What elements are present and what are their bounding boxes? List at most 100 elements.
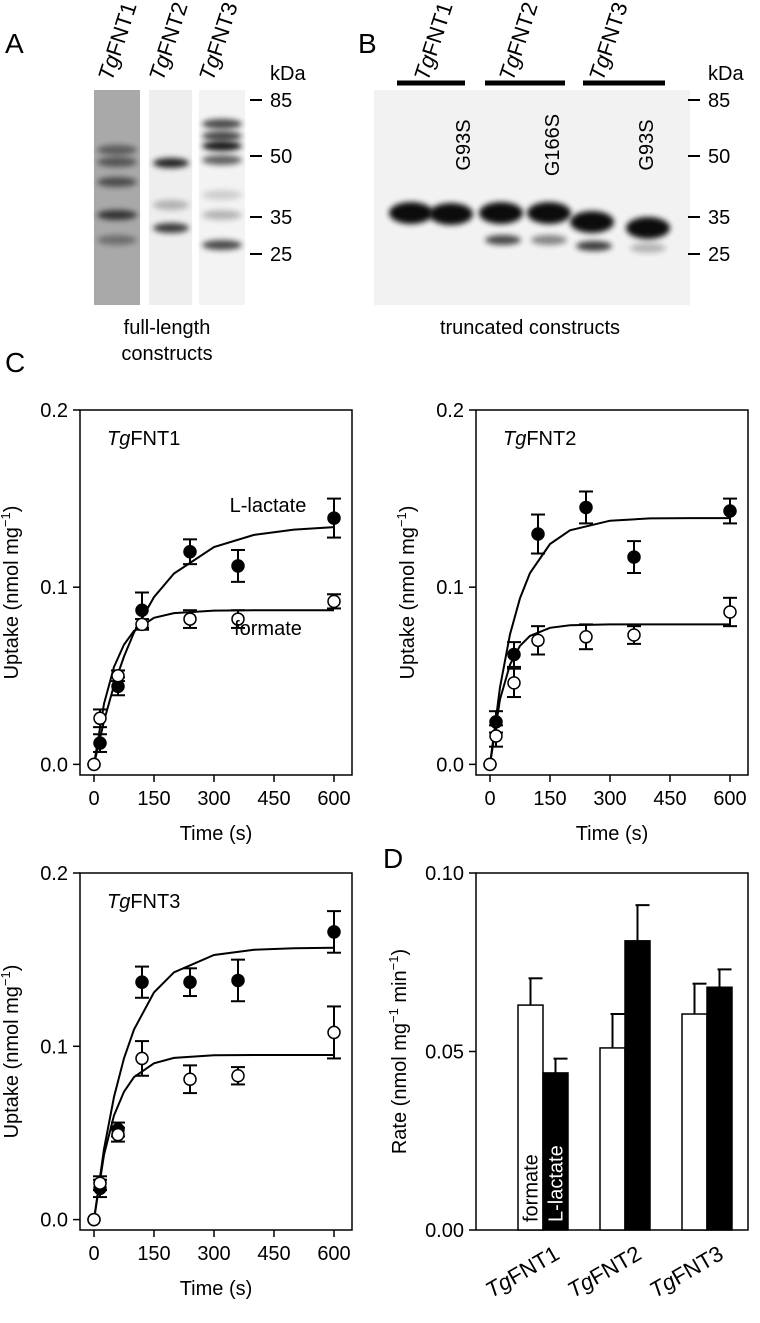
blot-band [479,202,523,224]
blot-band [202,190,242,200]
y-axis-label-sup: −1 [386,1008,401,1023]
data-point [183,544,197,559]
data-point [231,612,245,626]
panel-label: C [5,347,25,378]
data-point [93,736,107,750]
x-tick-label: 300 [197,788,230,810]
lane-label-text: FNT3 [592,0,633,59]
fit-line [93,946,335,1220]
blot-band [153,158,189,168]
y-tick-label: 0.1 [40,1036,68,1058]
fit-line [489,517,730,765]
blot-band [527,202,571,224]
marker-label: 85 [270,90,292,112]
x-tick-label: 600 [317,1243,350,1265]
y-axis-label-part: Uptake (nmol mg [1,986,23,1138]
y-tick-label: 0.0 [40,1210,68,1232]
marker-label: 85 [708,90,730,112]
series-annotation: formate [234,618,302,640]
data-point [723,605,737,619]
data-point [111,669,125,683]
lane-label: TgFNT1 [93,0,142,84]
marker-label: 25 [708,244,730,266]
unit-label: kDa [708,63,744,85]
caption: constructs [121,343,212,365]
blot-band [202,131,242,141]
data-point [489,729,503,743]
lane-label-text: FNT2 [152,0,193,59]
y-tick-label: 0.2 [40,400,68,422]
blot-band [630,243,666,253]
y-tick-label: 0.2 [40,863,68,885]
lane-label-text: FNT3 [202,0,243,59]
blot-band [97,177,137,187]
y-tick-label: 0.1 [40,577,68,599]
panel-label: B [358,28,377,59]
blot-band [97,157,137,167]
data-point [135,975,149,989]
lane-label: TgFNT3 [584,0,633,84]
mutation-label: G166S [542,114,564,176]
x-tick-label: TgFNT2 [563,1241,645,1303]
data-point [327,925,341,939]
blot-band [626,217,670,239]
lane-label-text: FNT2 [502,0,543,59]
legend-label: L-lactate [546,1145,568,1222]
data-point [183,975,197,989]
y-axis-label-part: min [389,970,411,1008]
series-annotation: L-lactate [230,495,307,517]
blot-band [531,235,567,245]
data-point [87,1212,101,1227]
x-tick-label: 300 [197,1243,230,1265]
y-axis-label: Uptake (nmol mg−1) [0,965,23,1139]
blot-band [97,145,137,155]
lane-label-text: FNT1 [417,0,458,59]
x-tick-label: 0 [484,788,495,810]
x-tick-label: 150 [137,788,170,810]
data-point [483,757,497,772]
x-axis-label: Time (s) [576,823,649,845]
chart-title-italic: Tg [107,891,130,913]
data-point [579,630,593,644]
x-tick-label: 300 [593,788,626,810]
data-point [507,676,521,690]
data-point [111,1127,125,1142]
y-axis-label: Uptake (nmol mg−1) [0,506,23,680]
data-point [627,550,641,564]
data-point [231,973,245,988]
chart-title-text: FNT1 [130,428,180,450]
blot-band [202,155,242,165]
x-axis-label: Time (s) [180,823,253,845]
blot-strip [94,90,140,305]
lane-label: TgFNT2 [494,0,543,84]
marker-label: 25 [270,244,292,266]
x-tick-label: 0 [88,1243,99,1265]
x-tick-label: TgFNT3 [645,1241,727,1303]
data-point [579,500,593,515]
data-point [135,1051,149,1066]
plot-frame [79,872,353,1231]
data-point [87,757,101,772]
y-tick-label: 0.2 [436,400,464,422]
lane-label: TgFNT3 [194,0,243,84]
marker-label: 50 [270,146,292,168]
data-point [231,1069,245,1083]
bar [681,1013,708,1231]
caption: full-length [124,317,211,339]
data-point [723,504,737,518]
data-point [531,527,545,541]
y-axis-label-part: ) [1,965,23,972]
x-tick-label: 450 [653,788,686,810]
y-axis-label-sup: −1 [394,512,409,527]
panel-label: D [383,843,403,874]
bar [706,986,733,1231]
data-point [231,559,245,573]
data-point [135,617,149,632]
unit-label: kDa [270,63,306,85]
y-axis-label-part: ) [389,949,411,956]
chart-title-text: FNT2 [526,428,576,450]
y-tick-label: 0.00 [425,1220,464,1242]
lane-label: TgFNT2 [144,0,193,84]
x-tick-label-text: FNT2 [585,1241,645,1290]
